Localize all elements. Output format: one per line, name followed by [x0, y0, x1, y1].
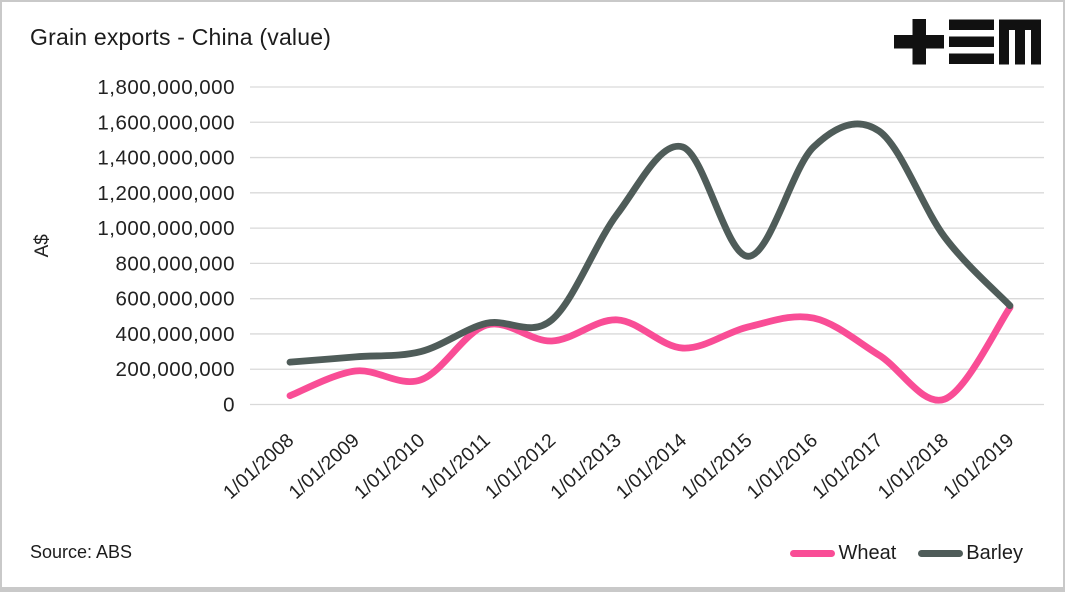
legend-item-barley[interactable]: Barley — [918, 542, 1023, 565]
x-tick-label: 1/01/2017 — [808, 429, 887, 503]
chart-legend: Wheat Barley — [790, 542, 1023, 565]
y-axis-title: A$ — [32, 234, 53, 258]
x-tick-label: 1/01/2010 — [350, 429, 429, 504]
y-tick-label: 1,000,000,000 — [97, 217, 235, 240]
barley-line-series[interactable] — [286, 120, 1014, 366]
legend-label-barley: Barley — [966, 542, 1023, 564]
y-tick-label: 1,200,000,000 — [97, 182, 235, 205]
y-tick-label: 1,800,000,000 — [97, 76, 235, 99]
x-tick-label: 1/01/2012 — [481, 429, 560, 503]
y-tick-label: 400,000,000 — [115, 323, 235, 346]
y-tick-label: 600,000,000 — [115, 288, 235, 311]
x-tick-label: 1/01/2015 — [677, 429, 756, 504]
legend-swatch-barley — [918, 550, 964, 557]
x-tick-label: 1/01/2016 — [743, 429, 822, 503]
x-tick-label: 1/01/2008 — [219, 429, 298, 503]
y-tick-label: 1,600,000,000 — [97, 111, 235, 134]
tem-logo — [894, 19, 1041, 65]
source-note: Source: ABS — [30, 542, 133, 562]
x-tick-label: 1/01/2011 — [417, 429, 495, 502]
y-tick-label: 800,000,000 — [115, 252, 235, 275]
x-tick-label: 1/01/2019 — [939, 429, 1018, 503]
x-tick-label: 1/01/2014 — [612, 429, 691, 504]
plus-icon — [894, 19, 944, 65]
legend-item-wheat[interactable]: Wheat — [790, 542, 896, 565]
y-tick-label: 1,400,000,000 — [97, 147, 235, 170]
y-tick-label: 0 — [223, 394, 235, 417]
y-tick-label: 200,000,000 — [115, 358, 235, 381]
wheat-line-series[interactable] — [286, 304, 1014, 404]
x-tick-label: 1/01/2009 — [285, 429, 364, 503]
m-icon — [999, 19, 1041, 65]
three-bars-icon — [949, 19, 994, 64]
x-tick-label: 1/01/2013 — [546, 429, 625, 503]
legend-label-wheat: Wheat — [838, 542, 897, 564]
legend-swatch-wheat — [790, 550, 836, 557]
chart-title: Grain exports - China (value) — [30, 24, 332, 50]
x-tick-label: 1/01/2018 — [874, 429, 953, 503]
